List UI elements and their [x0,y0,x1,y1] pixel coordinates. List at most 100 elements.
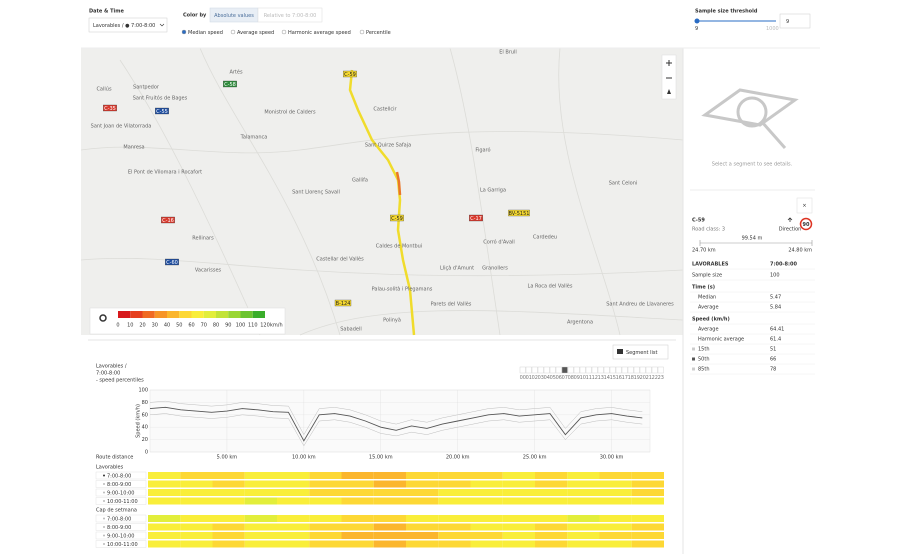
direction-arrow[interactable] [787,217,793,222]
hour-cell[interactable] [657,366,664,374]
speed-limit: 90 [803,222,810,228]
heat-cell [212,472,245,479]
row-label-box[interactable] [95,531,147,540]
zoom-in[interactable] [666,60,672,66]
map[interactable] [81,48,683,335]
hour-label: 18 [628,375,634,381]
heat-cell [180,523,213,531]
legend-tick: 80 [213,323,219,329]
hour-cell[interactable] [639,366,646,374]
hour-cell[interactable] [651,366,658,374]
place-label: Castellcir [373,107,397,113]
slider-handle[interactable] [694,18,700,24]
place-label: Parets del Vallès [431,301,472,308]
place-label: Gallifa [352,178,368,184]
toggle-option[interactable] [257,7,323,23]
heat-cell [438,489,471,496]
date-dropdown[interactable] [88,17,168,33]
row-label-box[interactable] [95,540,147,548]
hour-cell[interactable] [603,366,610,374]
heat-cell [148,523,181,531]
hour-cell[interactable] [531,366,538,374]
heat-cell [438,472,471,479]
row-label-box[interactable] [95,471,147,480]
row-label-box[interactable] [95,514,147,523]
hour-cell[interactable] [591,366,598,374]
hour-cell[interactable] [585,366,592,374]
detail-value: 66 [770,357,776,363]
place-label: Sant Fruitós de Bages [133,95,188,102]
hour-cell[interactable] [621,366,628,374]
group-label: Cap de setmana [96,508,137,514]
place-label: El Pont de Vilomara i Rocafort [128,170,202,176]
chart-title: 7:00-8:00 [96,371,120,377]
speed-line [149,400,643,436]
radio[interactable] [230,29,236,35]
hour-cell[interactable] [633,366,640,374]
detail-label: 50th [698,357,710,363]
hour-cell[interactable] [543,366,550,374]
hour-cell[interactable] [579,366,586,374]
y-tick-label: 60 [142,412,148,418]
heat-cell [470,523,503,531]
heat-cell [406,532,439,539]
threshold-input[interactable] [779,13,811,29]
hour-cell[interactable] [549,366,556,374]
detail-label: Sample size [692,273,722,279]
place-label: Sabadell [340,327,362,333]
hour-cell[interactable] [627,366,634,374]
hour-label: 03 [538,375,544,381]
hour-cell[interactable] [615,366,622,374]
heat-cell [148,472,181,479]
heat-cell [406,523,439,531]
hour-cell[interactable] [561,366,568,374]
radio[interactable] [181,29,187,35]
heat-cell [406,480,439,488]
row-label-box[interactable] [95,523,147,531]
place-label: Sant Andreu de Llavaneres [606,302,674,308]
heat-cell [535,540,568,548]
radio[interactable] [281,29,287,35]
hour-cell[interactable] [567,366,574,374]
place-label: Corró d'Avall [483,239,515,246]
hour-cell[interactable] [597,366,604,374]
row-label-box[interactable] [95,480,147,488]
hour-label: 09 [574,375,580,381]
heat-cell [212,497,245,505]
hour-cell[interactable] [537,366,544,374]
detail-label: Average [698,327,719,333]
compass[interactable] [667,89,671,94]
hour-cell[interactable] [525,366,532,374]
heat-cell [373,532,406,539]
detail-value: 51 [770,347,776,353]
legend-swatch [203,311,216,318]
legend-tick: 60 [188,323,194,329]
hour-cell[interactable] [555,366,562,374]
legend-tick: 10 [127,323,133,329]
heat-cell [212,515,245,522]
hour-label: 16 [616,375,622,381]
hour-cell[interactable] [519,366,526,374]
road-label: BV-5151 [509,211,530,217]
heat-cell [567,489,600,496]
legend-swatch [130,311,143,318]
row-bullet [103,500,105,502]
row-label-box[interactable] [95,497,147,505]
hour-cell[interactable] [645,366,652,374]
settings-icon[interactable] [99,314,107,322]
heat-cell [502,515,535,522]
hour-label: 19 [634,375,640,381]
segment-list-button[interactable] [612,344,669,360]
close-button[interactable] [796,197,813,214]
hour-cell[interactable] [609,366,616,374]
row-label-box[interactable] [95,488,147,497]
radio[interactable] [359,29,365,35]
heat-cell [567,523,600,531]
heat-cell [599,472,632,479]
heat-cell [212,532,245,539]
heat-cell [438,515,471,522]
y-tick-label: 80 [142,400,148,406]
heat-cell [406,540,439,548]
hour-cell[interactable] [573,366,580,374]
heat-cell [277,480,310,488]
